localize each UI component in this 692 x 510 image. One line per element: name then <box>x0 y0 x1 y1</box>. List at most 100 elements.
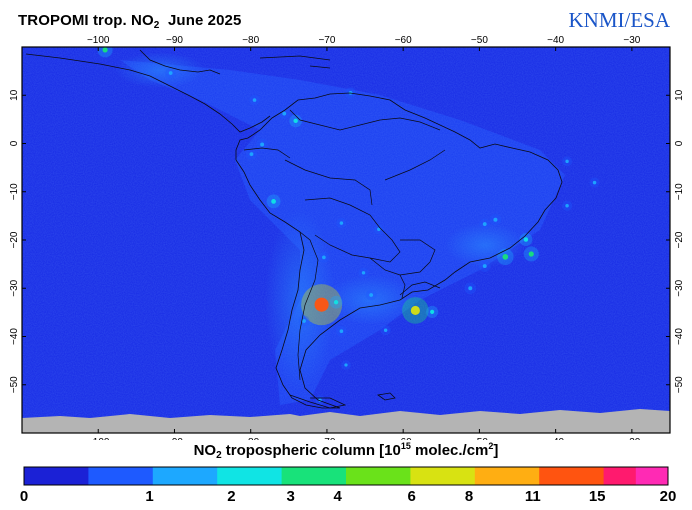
nodata-band <box>22 409 670 433</box>
hotspot-core <box>344 363 348 367</box>
hotspot-core <box>430 309 435 314</box>
hotspot-core <box>383 328 388 332</box>
lon-label-bottom: −80 <box>242 437 259 440</box>
colorbar-label: 4 <box>333 488 342 505</box>
lat-label-left: −50 <box>9 376 20 393</box>
hotspot-core <box>322 255 326 260</box>
colorbar-label: 15 <box>589 488 606 505</box>
hotspot-core <box>282 111 287 116</box>
colorbar-swatch <box>539 467 605 485</box>
hotspot-core <box>369 293 374 297</box>
lon-label-top: −80 <box>242 35 259 46</box>
caribbean-islands <box>259 55 331 69</box>
colorbar-label: 11 <box>525 488 541 505</box>
colorbar-label: 6 <box>408 488 416 505</box>
lat-label-right: −40 <box>674 328 685 345</box>
hotspot-core <box>523 237 529 242</box>
colorbar-title-sub: 2 <box>216 450 222 461</box>
border-peru-ecuador <box>243 147 291 159</box>
hotspot-core <box>482 264 487 269</box>
hotspot-core <box>468 286 473 291</box>
credit-label: KNMI/ESA <box>568 8 670 32</box>
hotspot-layer <box>97 47 600 406</box>
lon-label-bottom: −30 <box>623 437 640 440</box>
andes-glow <box>265 210 335 390</box>
border-uruguay <box>399 281 441 296</box>
hotspot-core <box>293 118 298 124</box>
coastlines <box>25 49 563 409</box>
longitude-ticks: −100 −100 −90 −90 −80 −80 −70 −70 −60 −60 −50 −50 −4… <box>87 35 641 440</box>
hotspot-core <box>592 180 597 185</box>
colorbar-title-mid: tropospheric column [10 <box>221 442 401 459</box>
lat-label-right: −10 <box>674 183 685 200</box>
lat-label-right: 10 <box>674 89 685 101</box>
lon-label-top: −50 <box>471 35 488 46</box>
hotspot-core <box>302 319 306 323</box>
title-prefix: TROPOMI trop. NO <box>18 12 154 29</box>
colorbar-title-post: molec./cm <box>410 442 489 459</box>
colorbar-frame <box>23 466 669 486</box>
lon-label-top: −60 <box>395 35 412 46</box>
lon-label-bottom: −90 <box>166 437 183 440</box>
colorbar-swatch <box>603 467 637 485</box>
colorbar-title-sup: 15 <box>400 441 411 451</box>
hotspot-core <box>377 227 381 232</box>
lon-label-bottom: −70 <box>318 437 335 440</box>
border-colombia-venezuela <box>289 109 441 131</box>
colorbar-title: NO2 tropospheric column [1015 molec./cm2… <box>0 441 692 461</box>
hotspot-core <box>339 329 344 333</box>
lon-label-bottom: −40 <box>547 437 564 440</box>
colorbar-labels: 0 1 2 3 4 6 8 11 15 20 <box>20 488 677 505</box>
latitude-ticks: 10 10 0 0 −10 −10 −20 −20 −30 −30 −40 −40 −50 −50 <box>9 89 685 393</box>
border-bolivia <box>304 197 401 263</box>
lon-label-top: −70 <box>318 35 335 46</box>
map-title: TROPOMI trop. NO2 June 2025 <box>18 12 241 31</box>
hotspot-core <box>361 271 366 275</box>
lat-label-right: −30 <box>674 279 685 296</box>
lat-label-left: −20 <box>9 231 20 248</box>
hotspot-core <box>260 142 265 147</box>
hotspot-core <box>410 305 420 316</box>
hotspot-core <box>502 254 509 260</box>
border-andes <box>297 231 319 381</box>
colorbar-swatch <box>24 467 89 485</box>
south-america-coast <box>235 92 563 409</box>
lon-label-bottom: −100 <box>87 437 110 440</box>
colorbar-label: 0 <box>20 488 28 505</box>
lat-label-right: 0 <box>674 140 685 146</box>
title-date: June 2025 <box>167 12 242 29</box>
hotspot-core <box>249 152 254 157</box>
colorbar-swatch <box>217 467 283 485</box>
lat-label-right: −50 <box>674 376 685 393</box>
title-subscript: 2 <box>153 20 160 31</box>
colorbar-title-sup2: 2 <box>488 441 494 451</box>
hotspot-core <box>252 98 257 102</box>
country-borders <box>243 109 446 381</box>
central-america-coast <box>25 53 271 133</box>
lon-label-bottom: −60 <box>395 437 412 440</box>
colorbar-swatch <box>152 467 218 485</box>
tierra-del-fuego <box>289 394 347 409</box>
hotspot-core <box>493 217 498 222</box>
border-argentina-east <box>399 274 406 299</box>
map-figure: −100−100−90−90−80−80−70−70−60−60−50−50−4… <box>9 35 685 440</box>
hotspot-core <box>482 222 487 226</box>
colorbar-title-pre: NO <box>193 442 217 459</box>
falklands <box>376 392 396 401</box>
colorbar-swatch <box>410 467 476 485</box>
colorbar-swatches <box>24 467 669 485</box>
hotspot-core <box>528 251 534 257</box>
pampas-glow <box>325 275 415 325</box>
lon-label-bottom: −50 <box>471 437 488 440</box>
hotspot-core <box>565 203 569 208</box>
hotspot-core <box>168 71 173 75</box>
colorbar-swatch <box>281 467 347 485</box>
colorbar: 0 1 2 3 4 6 8 11 15 20 <box>20 466 677 505</box>
lat-label-left: −40 <box>9 328 20 345</box>
lat-label-left: 10 <box>9 89 20 101</box>
hotspot-core <box>333 300 339 305</box>
mexico-glow <box>115 52 205 88</box>
lon-label-top: −90 <box>166 35 183 46</box>
border-brazil-west <box>284 149 446 206</box>
lat-label-left: 0 <box>9 140 20 146</box>
